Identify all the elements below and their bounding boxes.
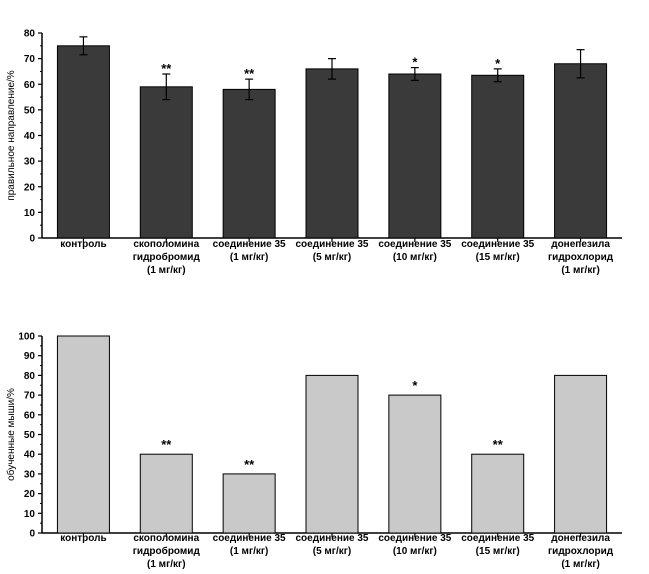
y-tick-label: 80: [24, 371, 36, 382]
x-category-label: соединение 35: [461, 533, 534, 544]
x-category-label: (15 мг/кг): [476, 252, 520, 263]
chart-trained-mice: 0 10 20 30 40 50 60 70 80 90 100 обученные мыши/% ко…: [5, 332, 622, 570]
x-category-label: донепезила: [551, 239, 610, 250]
x-category-label: скополомина: [133, 533, 199, 544]
x-category-label: гидробромид: [133, 251, 201, 263]
y-tick-label: 0: [29, 234, 35, 245]
bar: [56, 45, 110, 239]
bar: [305, 374, 359, 534]
y-tick-label: 40: [24, 131, 36, 142]
x-category-label: скополомина: [133, 239, 199, 250]
bar: [554, 374, 608, 534]
y-tick-label: 10: [24, 509, 36, 520]
significance-marker: **: [244, 66, 255, 81]
y-tick-label: 70: [24, 391, 36, 402]
y-axis-title: обученные мыши/%: [5, 388, 17, 481]
x-category-label: (10 мг/кг): [393, 252, 437, 263]
y-tick-label: 70: [24, 54, 36, 65]
x-category-label: соединение 35: [461, 239, 534, 250]
y-tick-label: 60: [24, 80, 36, 91]
y-tick-label: 90: [24, 351, 36, 362]
y-tick-label: 30: [24, 157, 36, 168]
significance-marker: *: [495, 56, 501, 71]
x-category-label: контроль: [60, 533, 106, 544]
x-category-label: (15 мг/кг): [476, 546, 520, 557]
x-category-label: (1 мг/кг): [147, 559, 186, 570]
bar: [222, 473, 276, 534]
bar: [139, 86, 193, 239]
bar: [471, 453, 525, 534]
significance-marker: **: [493, 437, 504, 452]
bar: [305, 68, 359, 239]
y-axis-title: правильное направление/%: [6, 70, 17, 200]
y-tick-label: 50: [24, 105, 36, 116]
y-tick-label: 0: [29, 529, 35, 540]
x-category-label: (1 мг/кг): [147, 265, 186, 276]
x-category-label: соединение 35: [378, 239, 451, 250]
x-category-label: (1 мг/кг): [230, 546, 269, 557]
x-category-label: контроль: [60, 239, 106, 250]
x-category-label: соединение 35: [378, 533, 451, 544]
x-category-label: (5 мг/кг): [313, 546, 352, 557]
x-category-label: гидрохлорид: [548, 546, 614, 557]
x-category-label: (1 мг/кг): [230, 252, 269, 263]
x-category-label: соединение 35: [296, 239, 369, 250]
x-category-label: (1 мг/кг): [561, 265, 600, 276]
bar: [471, 74, 525, 239]
x-category-label: (5 мг/кг): [313, 252, 352, 263]
bar: [56, 335, 110, 534]
bar: [388, 394, 442, 534]
significance-marker: *: [412, 55, 418, 70]
x-category-label: (1 мг/кг): [561, 559, 600, 570]
significance-marker: *: [412, 378, 418, 393]
y-tick-label: 60: [24, 410, 36, 421]
y-tick-label: 40: [24, 450, 36, 461]
significance-marker: **: [244, 457, 255, 472]
y-tick-label: 10: [24, 208, 36, 219]
bar: [388, 73, 442, 239]
y-tick-label: 80: [24, 29, 36, 40]
x-category-label: соединение 35: [213, 239, 286, 250]
x-category-label: гидрохлорид: [548, 252, 614, 263]
x-category-label: гидробромид: [133, 545, 201, 557]
y-tick-label: 30: [24, 469, 36, 480]
y-tick-label: 50: [24, 430, 36, 441]
y-tick-label: 100: [18, 332, 35, 343]
bar: [222, 88, 276, 239]
significance-marker: **: [161, 61, 172, 76]
x-category-label: (10 мг/кг): [393, 546, 437, 557]
chart-correct-direction: 0 10 20 30 40 50 60 70 80 правильное направление/…: [6, 29, 622, 276]
x-category-label: донепезила: [551, 533, 610, 544]
bar: [554, 63, 608, 239]
significance-marker: **: [161, 437, 172, 452]
y-tick-label: 20: [24, 182, 36, 193]
bar: [139, 453, 193, 534]
x-category-label: соединение 35: [296, 533, 369, 544]
y-tick-label: 20: [24, 489, 36, 500]
x-category-label: соединение 35: [213, 533, 286, 544]
